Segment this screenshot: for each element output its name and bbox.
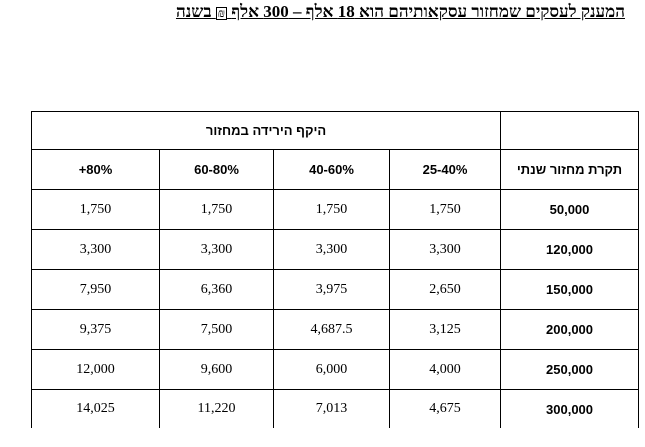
table-row: 3,300 3,300 3,300 3,300 120,000 (31, 229, 640, 270)
grant-value-cell: 7,950 (31, 269, 160, 310)
grant-value-cell: 3,300 (159, 229, 274, 270)
grant-value-cell: 6,000 (273, 349, 390, 390)
grant-value-cell: 9,375 (31, 309, 160, 350)
grant-value-cell: 3,300 (388, 229, 502, 270)
turnover-cell: 120,000 (500, 229, 640, 270)
grant-value-cell: 1,750 (31, 189, 160, 230)
grant-value-cell: 6,360 (159, 269, 274, 310)
grant-value-cell: 3,300 (31, 229, 160, 270)
grant-value-cell: 1,750 (159, 189, 274, 230)
column-header-80-plus: 80%+ (31, 149, 160, 190)
turnover-cell: 50,000 (500, 189, 640, 230)
turnover-cell: 150,000 (500, 269, 640, 310)
turnover-cap-header: תקרת מחזור שנתי (500, 149, 640, 190)
title-prefix: המענק לעסקים שמחזור עסקאותיהם הוא 18 אלף… (231, 2, 625, 21)
grant-value-cell: 4,687.5 (273, 309, 390, 350)
table-row: 9,375 7,500 4,687.5 3,125 200,000 (31, 309, 640, 350)
page-title: המענק לעסקים שמחזור עסקאותיהם הוא 18 אלף… (0, 2, 625, 22)
column-header-row: 80%+ 60-80% 40-60% 25-40% תקרת מחזור שנת… (31, 149, 640, 190)
turnover-cell: 300,000 (500, 389, 640, 428)
grant-value-cell: 4,675 (388, 389, 502, 428)
table-row: 14,025 11,220 7,013 4,675 300,000 (31, 389, 640, 428)
turnover-cell: 250,000 (500, 349, 640, 390)
decline-scope-header: היקף הירידה במחזור (30, 111, 502, 150)
shekel-symbol: ₪ (215, 6, 228, 20)
grant-value-cell: 12,000 (31, 349, 160, 390)
grant-value-cell: 11,220 (159, 389, 274, 428)
grant-value-cell: 3,300 (273, 229, 390, 270)
grant-table: היקף הירידה במחזור 80%+ 60-80% 40-60% 25… (30, 111, 640, 428)
table-row: 7,950 6,360 3,975 2,650 150,000 (31, 269, 640, 310)
column-header-40-60: 40-60% (273, 149, 390, 190)
grant-value-cell: 14,025 (31, 389, 160, 428)
grant-value-cell: 9,600 (159, 349, 274, 390)
grant-value-cell: 4,000 (388, 349, 502, 390)
corner-cell (500, 111, 640, 150)
turnover-cell: 200,000 (500, 309, 640, 350)
grant-value-cell: 3,975 (273, 269, 390, 310)
group-header-row: היקף הירידה במחזור (30, 111, 640, 150)
table-row: 12,000 9,600 6,000 4,000 250,000 (31, 349, 640, 390)
column-header-60-80: 60-80% (159, 149, 274, 190)
title-suffix: בשנה (175, 2, 212, 21)
grant-value-cell: 7,500 (159, 309, 274, 350)
grant-value-cell: 7,013 (273, 389, 390, 428)
grant-value-cell: 3,125 (388, 309, 502, 350)
grant-value-cell: 1,750 (273, 189, 390, 230)
table-row: 1,750 1,750 1,750 1,750 50,000 (31, 189, 640, 230)
grant-value-cell: 2,650 (388, 269, 502, 310)
grant-value-cell: 1,750 (388, 189, 502, 230)
column-header-25-40: 25-40% (388, 149, 502, 190)
